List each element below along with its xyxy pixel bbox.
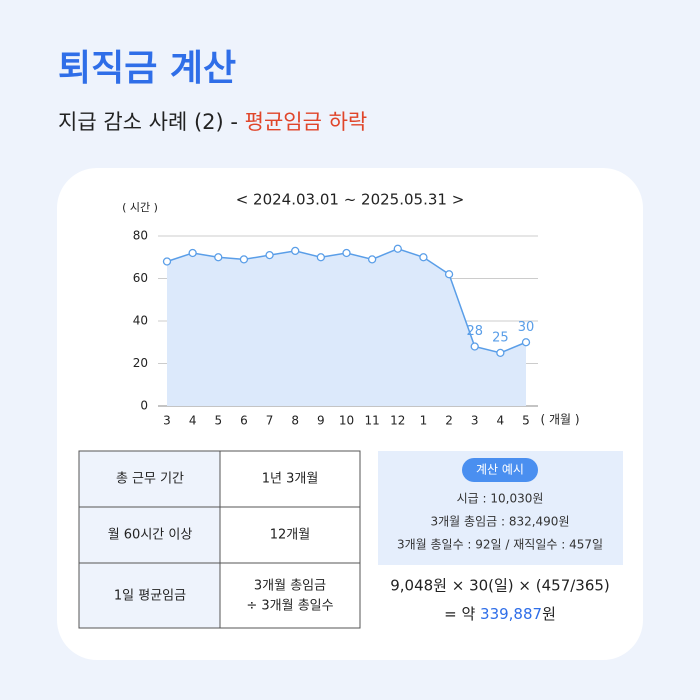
x-tick-label: 3 (471, 414, 479, 428)
example-line: 시급 : 10,030원 (457, 492, 544, 506)
x-tick-label: 12 (390, 414, 405, 428)
x-tick-label: 2 (445, 414, 453, 428)
x-tick-label: 3 (163, 414, 171, 428)
point (470, 342, 479, 351)
x-tick-label: 5 (522, 414, 530, 428)
result: = 약 339,887원 (444, 605, 556, 623)
area (167, 248, 526, 406)
point (419, 253, 428, 262)
result-prefix: = 약 (444, 605, 480, 623)
y-tick-label: 60 (133, 271, 148, 285)
y-axis-label: ( 시간 ) (122, 201, 158, 214)
table: 총 근무 기간 1년 3개월 월 60시간 이상 12개월 1일 평균임금 3개… (78, 450, 361, 629)
result-suffix: 원 (542, 605, 556, 623)
badge (462, 458, 538, 482)
y-tick-label: 80 (133, 229, 148, 243)
table-cell: 총 근무 기간 (116, 472, 184, 487)
subtitle: 지급 감소 사례 (2) - 평균임금 하락 (58, 110, 367, 134)
x-tick-label: 4 (189, 414, 197, 428)
subtitle-text: 지급 감소 사례 (2) - (58, 110, 245, 134)
point (393, 244, 402, 253)
example-line: 3개월 총일수 : 92일 / 재직일수 : 457일 (397, 538, 603, 552)
x-tick-label: 10 (339, 414, 354, 428)
page-title: 퇴직금 계산 (58, 48, 236, 89)
table-cell: 12개월 (270, 528, 310, 543)
point (496, 348, 505, 358)
x-tick-label: 4 (497, 414, 505, 428)
data-label: 28 (466, 324, 483, 339)
y-tick-label: 20 (133, 356, 148, 370)
point (188, 248, 197, 258)
point (291, 246, 300, 256)
result-value: 339,887 (480, 605, 542, 623)
table-cell: ÷ 3개월 총일수 (246, 599, 333, 614)
table-cell: 월 60시간 이상 (108, 528, 193, 543)
y-tick-label: 40 (133, 314, 148, 328)
badge-text: 계산 예시 (476, 463, 524, 477)
chart-title: < 2024.03.01 ~ 2025.05.31 > (236, 191, 465, 209)
table-cell: 3개월 총임금 (254, 579, 326, 594)
data-label: 25 (492, 330, 509, 345)
point (367, 255, 377, 264)
data-label: 30 (518, 320, 535, 335)
y-tick-label: 0 (140, 399, 148, 413)
point (162, 257, 172, 266)
x-tick-label: 11 (365, 414, 380, 428)
x-tick-label: 1 (420, 414, 428, 428)
x-tick-label: 9 (317, 414, 325, 428)
table-cell: 1년 3개월 (262, 472, 319, 487)
example: 계산 예시 시급 : 10,030원 3개월 총임금 : 832,490원 3개… (378, 451, 623, 623)
x-axis-label: ( 개월 ) (540, 413, 579, 427)
point (521, 338, 531, 347)
x-tick-label: 6 (240, 414, 248, 428)
example-line: 3개월 총임금 : 832,490원 (431, 515, 570, 529)
x-tick-label: 8 (291, 414, 299, 428)
point (316, 253, 326, 262)
point (265, 250, 274, 260)
point (444, 270, 454, 279)
point (239, 255, 249, 264)
subtitle-highlight: 평균임금 하락 (245, 110, 368, 134)
table-cell: 1일 평균임금 (114, 589, 186, 604)
formula: 9,048원 × 30(일) × (457/365) (390, 577, 610, 595)
x-tick-label: 7 (266, 414, 274, 428)
table-header-col (79, 451, 220, 628)
x-tick-label: 5 (214, 414, 222, 428)
point (342, 248, 351, 258)
point (214, 253, 223, 262)
